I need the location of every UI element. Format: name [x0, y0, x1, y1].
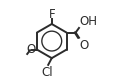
Text: O: O: [26, 43, 36, 56]
Text: OH: OH: [79, 15, 97, 28]
Text: O: O: [79, 39, 89, 52]
Text: F: F: [48, 8, 55, 21]
Text: Cl: Cl: [42, 66, 53, 79]
